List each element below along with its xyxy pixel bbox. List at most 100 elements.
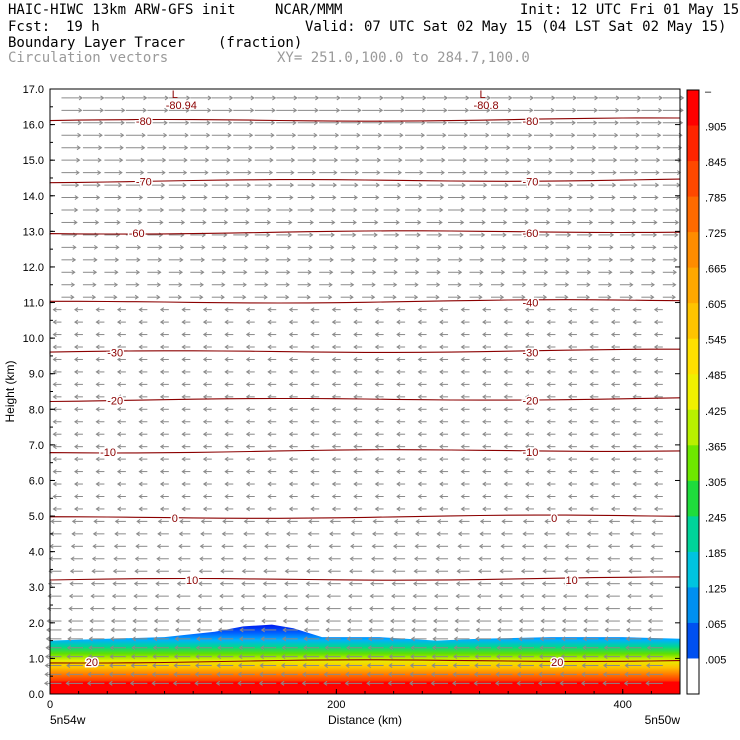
circulation-vector xyxy=(632,431,642,437)
circulation-vector xyxy=(224,419,234,425)
circulation-vector xyxy=(603,645,620,651)
circulation-vector xyxy=(319,195,337,200)
circulation-vector xyxy=(546,494,556,499)
contour-label: -30 xyxy=(523,347,539,359)
circulation-vector xyxy=(61,157,81,163)
circulation-vector xyxy=(331,332,341,337)
y-tick-label: 12.0 xyxy=(23,262,44,274)
circulation-vector xyxy=(439,494,449,499)
circulation-vector xyxy=(589,431,599,437)
circulation-vector xyxy=(125,220,143,225)
circulation-vector xyxy=(147,182,166,188)
circulation-vector xyxy=(460,344,470,350)
contour-label: -80 xyxy=(136,116,152,128)
circulation-vector xyxy=(288,419,298,425)
circulation-vector xyxy=(434,581,449,587)
circulation-vector xyxy=(576,269,592,275)
contour-label: 20 xyxy=(551,657,563,669)
circulation-vector xyxy=(82,170,102,176)
circulation-vector xyxy=(340,207,358,213)
circulation-vector xyxy=(619,182,638,188)
circulation-vector xyxy=(602,672,620,677)
circulation-vector xyxy=(439,481,449,487)
circulation-vector xyxy=(581,672,599,677)
circulation-vector xyxy=(460,394,470,400)
circulation-vector xyxy=(369,593,384,599)
circulation-vector xyxy=(568,494,577,499)
circulation-vector xyxy=(625,636,642,642)
circulation-vector xyxy=(568,357,577,362)
circulation-vector xyxy=(610,506,620,512)
circulation-vector xyxy=(482,357,491,362)
circulation-vector xyxy=(417,431,427,437)
circulation-vector xyxy=(159,506,169,512)
circulation-vector xyxy=(264,531,277,537)
circulation-vector xyxy=(52,444,62,450)
circulation-vector xyxy=(426,107,448,113)
circulation-vector xyxy=(576,232,593,238)
circulation-vector xyxy=(561,636,577,642)
circulation-vector xyxy=(159,319,169,325)
circulation-vector xyxy=(417,419,427,425)
circulation-vector xyxy=(154,606,169,612)
circulation-vector xyxy=(116,456,126,462)
circulation-vector xyxy=(439,431,449,437)
circulation-vector xyxy=(417,469,427,474)
circulation-vector xyxy=(46,627,62,633)
circulation-vector xyxy=(353,319,363,325)
circulation-vector xyxy=(546,381,556,387)
y-tick-label: 11.0 xyxy=(23,298,44,310)
circulation-vector xyxy=(190,207,208,213)
circulation-vector xyxy=(111,593,126,599)
circulation-vector xyxy=(568,431,577,437)
colorbar-frame xyxy=(686,89,700,695)
circulation-vector xyxy=(439,406,449,412)
circulation-vector xyxy=(319,95,341,101)
circulation-vector xyxy=(47,581,62,587)
circulation-vector xyxy=(589,494,599,499)
circulation-vector xyxy=(417,444,427,450)
circulation-vector xyxy=(495,663,513,668)
y-tick-label: 8.0 xyxy=(29,404,44,416)
circulation-vector xyxy=(388,663,406,668)
circulation-vector xyxy=(448,207,465,213)
circulation-vector xyxy=(383,207,401,213)
circulation-vector xyxy=(610,456,620,462)
circulation-vector xyxy=(604,618,620,624)
circulation-vector xyxy=(61,107,83,113)
x-tick-label: 0 xyxy=(47,699,53,711)
circulation-vector xyxy=(304,606,320,612)
circulation-vector xyxy=(110,618,126,624)
circulation-vector xyxy=(396,444,406,450)
circulation-vector xyxy=(224,381,234,387)
circulation-vector xyxy=(138,344,148,350)
circulation-vector xyxy=(583,627,599,633)
circulation-vector xyxy=(95,357,105,362)
circulation-vector xyxy=(417,357,427,362)
circulation-vector xyxy=(125,257,141,263)
circulation-vector xyxy=(624,663,642,668)
circulation-vector xyxy=(199,556,212,562)
circulation-vector xyxy=(353,332,363,337)
circulation-vector xyxy=(319,107,341,113)
circulation-vector xyxy=(390,618,406,624)
circulation-vector xyxy=(125,170,145,176)
circulation-vector xyxy=(109,645,126,651)
circulation-vector xyxy=(219,581,234,587)
circulation-vector xyxy=(233,107,255,113)
circulation-vector xyxy=(482,481,491,487)
circulation-vector xyxy=(482,394,491,400)
circulation-vector xyxy=(288,444,298,450)
circulation-vector xyxy=(610,406,620,412)
circulation-vector xyxy=(478,556,491,562)
circulation-vector xyxy=(340,232,357,238)
circulation-vector xyxy=(310,469,320,474)
circulation-vector xyxy=(454,618,470,624)
circulation-vector xyxy=(496,636,513,642)
circulation-vector xyxy=(436,531,449,537)
circulation-vector xyxy=(70,543,83,549)
vector-layer xyxy=(43,95,685,686)
contour-label: -60 xyxy=(129,228,145,240)
circulation-vector xyxy=(159,456,169,462)
circulation-vector xyxy=(469,294,483,300)
